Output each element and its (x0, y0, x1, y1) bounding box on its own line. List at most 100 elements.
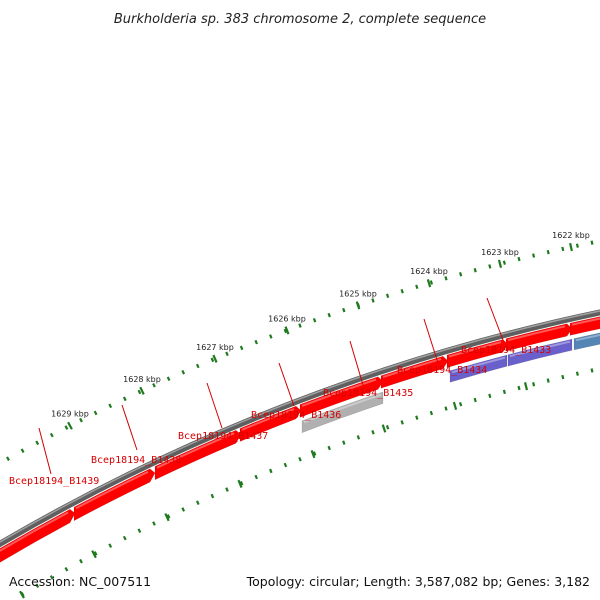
gene-label[interactable]: Bcep18194_B1434 (397, 365, 487, 376)
ruler-label: 1623 kbp (481, 248, 519, 257)
gene-label[interactable]: Bcep18194_B1437 (178, 431, 268, 442)
ruler-minor-tick (49, 432, 54, 438)
gene-label-leader (121, 404, 138, 451)
ruler-label: 1628 kbp (123, 375, 161, 384)
gene-label[interactable]: Bcep18194_B1433 (461, 345, 551, 356)
forward-gene-arrow-sheen (571, 317, 600, 326)
reverse-gene-blue[interactable] (449, 354, 508, 383)
inner-minor-tick (327, 445, 331, 451)
ruler-minor-tick (517, 256, 521, 262)
inner-minor-tick (532, 382, 536, 387)
accession-text: Accession: NC_007511 (9, 574, 152, 589)
inner-minor-tick (312, 451, 317, 456)
ruler-minor-tick (488, 264, 492, 269)
ruler-minor-tick (239, 345, 244, 351)
inner-major-tick (310, 450, 316, 459)
ruler-minor-tick (269, 334, 273, 339)
ruler-label: 1627 kbp (196, 343, 234, 352)
forward-gene-arrow[interactable] (505, 323, 573, 352)
ruler-minor-tick (79, 417, 83, 423)
gene-labels: Bcep18194_B1433 Bcep18194_B1434 Bcep18194_… (9, 297, 551, 487)
ruler-minor-tick (400, 289, 404, 294)
ruler-minor-tick (93, 410, 98, 416)
inner-minor-tick (93, 551, 98, 556)
ruler-minor-tick (122, 396, 127, 402)
inner-minor-tick (415, 415, 419, 420)
gene-features[interactable] (0, 315, 600, 569)
ruler-minor-tick (283, 328, 288, 334)
ruler-major-tick (569, 242, 573, 252)
inner-minor-tick (488, 393, 492, 399)
forward-gene-arrow[interactable] (299, 376, 384, 418)
inner-minor-tick (473, 397, 477, 403)
reverse-gene-blue[interactable] (507, 338, 573, 367)
reverse-gene-edge[interactable] (573, 331, 600, 351)
inner-minor-tick (298, 456, 302, 462)
ruler-major-tick (497, 259, 503, 268)
ruler-minor-tick (458, 272, 463, 277)
forward-gene-arrow[interactable] (446, 339, 509, 369)
gene-label[interactable]: Bcep18194_B1439 (9, 476, 99, 487)
ruler-minor-tick (195, 363, 200, 369)
gene-label[interactable]: Bcep18194_B1435 (323, 388, 413, 399)
ruler-major-tick (212, 354, 218, 363)
forward-gene-arrow[interactable] (154, 429, 242, 481)
inner-tick-track (19, 368, 594, 599)
topology-summary: Topology: circular; Length: 3,587,082 bp… (246, 574, 590, 589)
inner-minor-tick (561, 374, 565, 380)
ruler-minor-tick (590, 240, 594, 245)
gene-label-leader (206, 382, 223, 429)
ruler-label: 1622 kbp (552, 231, 590, 240)
ruler-minor-tick (385, 293, 390, 299)
ruler-minor-tick (152, 383, 156, 388)
inner-minor-tick (575, 371, 579, 376)
forward-gene-arrow[interactable] (569, 315, 600, 336)
inner-minor-tick (195, 500, 200, 505)
inner-minor-tick (35, 583, 40, 589)
reverse-gene-edge-sheen (575, 333, 600, 342)
ruler-minor-tick (561, 246, 565, 252)
inner-minor-tick (385, 425, 390, 430)
inner-minor-tick (590, 368, 594, 373)
ruler-major-tick (67, 421, 73, 430)
inner-minor-tick (49, 575, 54, 580)
ruler-major-tick (284, 326, 290, 335)
inner-minor-tick (283, 462, 288, 468)
ruler-minor-tick (166, 376, 171, 381)
reverse-gene-grey[interactable] (301, 391, 384, 434)
forward-gene-arrow-sheen (0, 511, 69, 552)
inner-minor-tick (64, 566, 69, 572)
ruler-minor-tick (342, 307, 346, 313)
inner-major-tick (381, 424, 387, 433)
inner-minor-tick (122, 535, 127, 541)
ruler-minor-tick (181, 370, 186, 375)
inner-major-tick (164, 513, 170, 522)
ruler-major-tick (355, 301, 361, 310)
inner-minor-tick (210, 493, 215, 499)
inner-major-tick (91, 550, 97, 559)
reverse-gene-blue-sheen (451, 356, 506, 374)
gene-label-leader (278, 362, 295, 407)
forward-gene-arrow-sheen (241, 408, 295, 431)
forward-gene-arrow[interactable] (0, 508, 76, 568)
inner-minor-tick (429, 410, 434, 416)
forward-gene-arrow-sheen (156, 432, 235, 469)
map-title: Burkholderia sp. 383 chromosome 2, compl… (114, 12, 486, 27)
ruler-minor-tick (108, 403, 113, 409)
forward-gene-arrow[interactable] (239, 405, 302, 442)
inner-minor-tick (152, 521, 156, 526)
gene-label[interactable]: Bcep18194_B1436 (251, 410, 341, 421)
inner-minor-tick (517, 385, 521, 391)
forward-gene-arrow-sheen (448, 341, 502, 358)
inner-minor-tick (342, 440, 346, 445)
inner-minor-tick (166, 514, 171, 519)
inner-minor-tick (239, 480, 244, 486)
forward-gene-arrow[interactable] (380, 355, 449, 389)
forward-gene-arrow[interactable] (73, 468, 156, 522)
ruler-minor-tick (444, 276, 448, 281)
inner-minor-tick (137, 528, 142, 534)
ruler-minor-tick (210, 357, 215, 363)
gene-label[interactable]: Bcep18194_B1438 (91, 455, 181, 466)
